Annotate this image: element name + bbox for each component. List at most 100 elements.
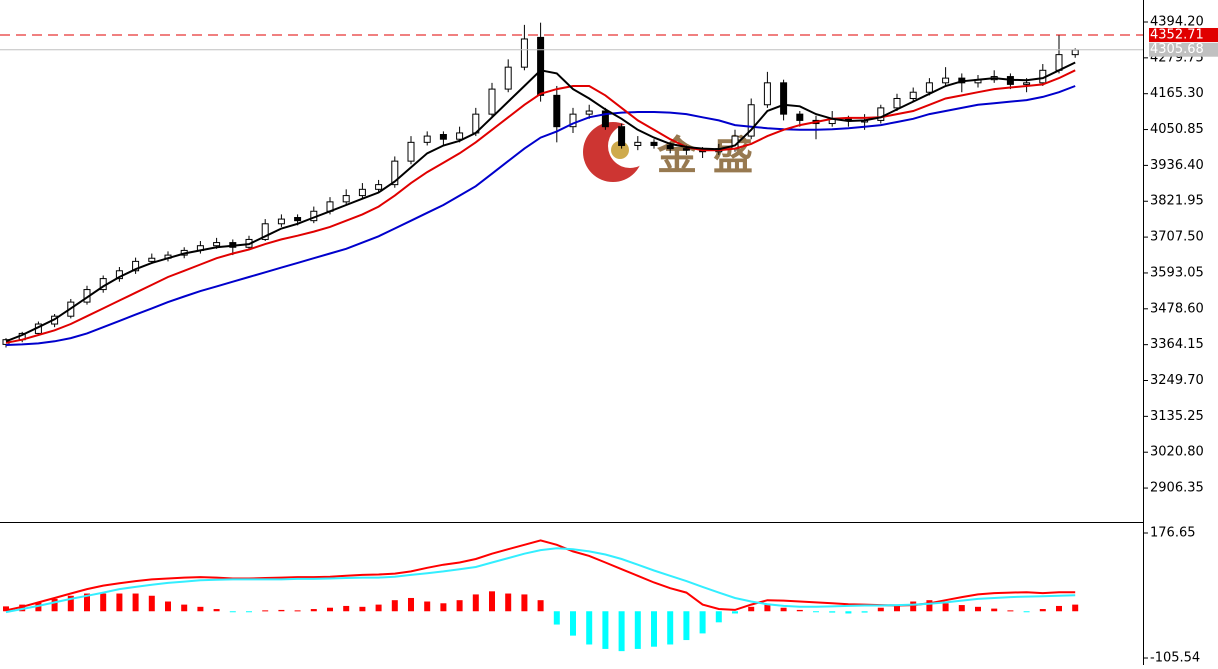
candle-body — [666, 144, 674, 150]
histogram-bar — [942, 603, 949, 612]
candle-body — [439, 134, 447, 140]
histogram-bar — [570, 611, 576, 636]
histogram-bar — [148, 595, 155, 612]
histogram-bar — [829, 611, 836, 613]
candle-body — [925, 82, 933, 93]
histogram-bar — [634, 611, 641, 649]
histogram-bar — [197, 606, 204, 612]
histogram-bar — [1056, 605, 1062, 612]
moving-average-line — [5, 69, 1076, 344]
histogram-bar — [553, 611, 560, 625]
candle-body — [909, 91, 917, 99]
price-label-box — [1149, 27, 1218, 42]
histogram-bar — [489, 591, 495, 612]
histogram-bar — [327, 607, 333, 612]
histogram-bar — [229, 611, 236, 613]
candle-body — [520, 38, 528, 68]
candle-body — [634, 141, 642, 146]
histogram-bar — [213, 609, 220, 612]
histogram-bar — [845, 611, 852, 614]
y-tick-label: -105.54 — [1150, 651, 1200, 665]
price-label: 4352.71 — [1150, 27, 1204, 42]
candle-body — [456, 132, 464, 140]
histogram-bar — [440, 603, 447, 612]
histogram-bar — [958, 605, 965, 612]
histogram-bar — [910, 601, 917, 612]
histogram-bar — [278, 609, 285, 612]
candle-body — [877, 107, 885, 121]
histogram-bar — [651, 611, 657, 647]
histogram-bar — [780, 607, 787, 612]
histogram-bar — [67, 595, 74, 612]
histogram-bar — [505, 593, 512, 612]
histogram-bar — [294, 610, 301, 612]
histogram-bar — [1007, 610, 1014, 612]
candle-body — [1071, 49, 1079, 56]
histogram-bar — [586, 611, 593, 645]
candle-body — [553, 94, 561, 128]
candle-body — [585, 110, 593, 115]
candle-body — [618, 126, 626, 146]
histogram-bar — [100, 593, 107, 612]
histogram-bar — [748, 606, 755, 612]
y-tick-label: 3707.50 — [1150, 230, 1204, 245]
histogram-bar — [683, 611, 690, 641]
candle-body — [342, 195, 350, 203]
macd-line — [5, 547, 1076, 614]
histogram-bar — [732, 611, 738, 614]
histogram-bar — [391, 600, 398, 612]
histogram-bar — [1072, 604, 1079, 612]
y-tick-label: 4050.85 — [1150, 122, 1204, 137]
candle-body — [423, 135, 431, 143]
candle-body — [261, 223, 269, 240]
histogram-bar — [1023, 611, 1030, 613]
histogram-bar — [813, 611, 819, 613]
moving-average-line — [5, 85, 1076, 346]
histogram-bar — [165, 601, 171, 612]
candle-body — [132, 260, 140, 272]
candle-body — [601, 110, 609, 128]
candle-body — [763, 82, 771, 106]
histogram-bar — [3, 606, 9, 612]
histogram-bar — [51, 598, 58, 612]
histogram-bar — [602, 611, 609, 649]
candle-body — [796, 113, 804, 121]
histogram-bar — [343, 605, 350, 612]
candle-body — [504, 66, 512, 90]
histogram-bar — [861, 611, 868, 613]
histogram-bar — [877, 607, 884, 612]
candle-body — [213, 242, 221, 247]
y-tick-label: 4394.20 — [1150, 14, 1204, 29]
histogram-bar — [408, 597, 414, 612]
y-tick-label: 3821.95 — [1150, 194, 1204, 209]
y-tick-label: 3249.70 — [1150, 373, 1204, 388]
histogram-bar — [764, 604, 771, 612]
histogram-bar — [132, 593, 139, 612]
candle-body — [747, 104, 755, 137]
histogram-bar — [991, 608, 998, 612]
y-tick-label: 2906.35 — [1150, 481, 1204, 496]
y-tick-label: 3020.80 — [1150, 445, 1204, 460]
histogram-bar — [472, 594, 479, 612]
histogram-bar — [359, 606, 366, 612]
candle-body — [537, 36, 545, 96]
candle-body — [942, 77, 950, 84]
histogram-bar — [246, 611, 252, 613]
histogram-bar — [456, 600, 463, 612]
candle-body — [893, 97, 901, 109]
histogram-bar — [618, 611, 625, 652]
candle-body — [650, 141, 658, 146]
price-label: 4305.68 — [1150, 42, 1204, 57]
candle-body — [391, 160, 399, 186]
histogram-bar — [19, 604, 26, 612]
y-tick-label: 3364.15 — [1150, 337, 1204, 352]
histogram-bar — [796, 609, 803, 612]
candle-body — [780, 82, 788, 115]
histogram-bar — [521, 594, 528, 612]
histogram-bar — [310, 609, 317, 612]
histogram-bar — [84, 593, 90, 612]
candle-body — [358, 188, 366, 197]
histogram-bar — [975, 606, 981, 612]
